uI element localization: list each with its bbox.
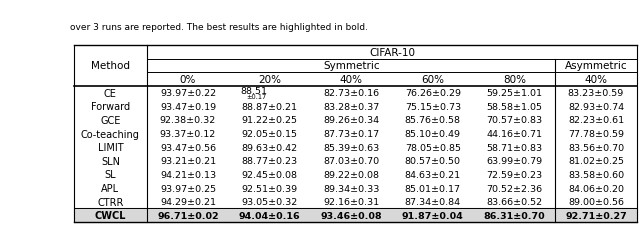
Text: 82.73±0.16: 82.73±0.16 [323, 89, 380, 98]
Text: 81.02±0.25: 81.02±0.25 [568, 157, 624, 166]
Text: SLN: SLN [101, 156, 120, 166]
Text: 89.00±0.56: 89.00±0.56 [568, 197, 624, 206]
Text: 92.05±0.15: 92.05±0.15 [242, 129, 298, 139]
Text: 91.87±0.04: 91.87±0.04 [402, 211, 463, 220]
Text: 84.06±0.20: 84.06±0.20 [568, 184, 624, 193]
Text: 76.26±0.29: 76.26±0.29 [405, 89, 461, 98]
Text: Method: Method [91, 61, 130, 71]
Text: CWCL: CWCL [95, 210, 126, 220]
Text: 84.63±0.21: 84.63±0.21 [404, 170, 461, 179]
Text: CE: CE [104, 88, 117, 98]
Text: GCE: GCE [100, 115, 120, 125]
Text: 94.29±0.21: 94.29±0.21 [160, 197, 216, 206]
Text: 94.04±0.16: 94.04±0.16 [239, 211, 300, 220]
Text: 83.56±0.70: 83.56±0.70 [568, 143, 624, 152]
Text: APL: APL [101, 183, 120, 193]
Text: 83.23±0.59: 83.23±0.59 [568, 89, 624, 98]
Text: CIFAR-10: CIFAR-10 [369, 48, 415, 57]
Text: 83.66±0.52: 83.66±0.52 [486, 197, 543, 206]
Text: 93.47±0.19: 93.47±0.19 [160, 102, 216, 111]
Text: 82.93±0.74: 82.93±0.74 [568, 102, 624, 111]
Text: over 3 runs are reported. The best results are highlighted in bold.: over 3 runs are reported. The best resul… [70, 23, 369, 32]
Text: 82.23±0.61: 82.23±0.61 [568, 116, 624, 125]
Text: 89.22±0.08: 89.22±0.08 [323, 170, 380, 179]
Text: 63.99±0.79: 63.99±0.79 [486, 157, 543, 166]
Text: 89.63±0.42: 89.63±0.42 [241, 143, 298, 152]
Text: 88.51: 88.51 [240, 87, 267, 96]
Text: 59.25±1.01: 59.25±1.01 [486, 89, 543, 98]
Text: 89.34±0.33: 89.34±0.33 [323, 184, 380, 193]
Text: 40%: 40% [584, 75, 607, 85]
Text: 78.05±0.85: 78.05±0.85 [405, 143, 461, 152]
Text: SL: SL [104, 170, 116, 180]
Text: 87.03±0.70: 87.03±0.70 [323, 157, 380, 166]
Text: 87.34±0.84: 87.34±0.84 [404, 197, 461, 206]
Text: 93.97±0.22: 93.97±0.22 [160, 89, 216, 98]
Text: LIMIT: LIMIT [97, 142, 124, 153]
Text: 85.01±0.17: 85.01±0.17 [405, 184, 461, 193]
Text: 92.16±0.31: 92.16±0.31 [323, 197, 380, 206]
Text: 70.57±0.83: 70.57±0.83 [486, 116, 543, 125]
Text: 80%: 80% [503, 75, 526, 85]
Text: 93.37±0.12: 93.37±0.12 [160, 129, 216, 139]
Text: 77.78±0.59: 77.78±0.59 [568, 129, 624, 139]
Text: 58.71±0.83: 58.71±0.83 [486, 143, 543, 152]
Text: 88.87±0.21: 88.87±0.21 [242, 102, 298, 111]
Text: 86.31±0.70: 86.31±0.70 [484, 211, 545, 220]
Text: Co-teaching: Co-teaching [81, 129, 140, 139]
Text: 75.15±0.73: 75.15±0.73 [404, 102, 461, 111]
Text: 60%: 60% [421, 75, 444, 85]
Text: ±0.17: ±0.17 [247, 93, 267, 99]
Text: 91.22±0.25: 91.22±0.25 [242, 116, 298, 125]
Text: 85.76±0.58: 85.76±0.58 [405, 116, 461, 125]
Text: 83.58±0.60: 83.58±0.60 [568, 170, 624, 179]
Text: 20%: 20% [258, 75, 281, 85]
Text: 92.51±0.39: 92.51±0.39 [241, 184, 298, 193]
Text: 72.59±0.23: 72.59±0.23 [486, 170, 543, 179]
Text: 89.26±0.34: 89.26±0.34 [323, 116, 380, 125]
Bar [74, 209, 637, 222]
Text: 92.45±0.08: 92.45±0.08 [242, 170, 298, 179]
Text: 92.38±0.32: 92.38±0.32 [160, 116, 216, 125]
Text: 85.39±0.63: 85.39±0.63 [323, 143, 380, 152]
Text: 93.05±0.32: 93.05±0.32 [241, 197, 298, 206]
Text: Forward: Forward [91, 102, 130, 112]
Text: 93.46±0.08: 93.46±0.08 [321, 211, 382, 220]
Text: 70.52±2.36: 70.52±2.36 [486, 184, 543, 193]
Text: Asymmetric: Asymmetric [564, 61, 627, 71]
Text: 93.21±0.21: 93.21±0.21 [160, 157, 216, 166]
Text: 58.58±1.05: 58.58±1.05 [486, 102, 543, 111]
Text: 96.71±0.02: 96.71±0.02 [157, 211, 219, 220]
Text: 93.97±0.25: 93.97±0.25 [160, 184, 216, 193]
Text: 93.47±0.56: 93.47±0.56 [160, 143, 216, 152]
Text: 40%: 40% [340, 75, 363, 85]
Text: 83.28±0.37: 83.28±0.37 [323, 102, 380, 111]
Text: 88.77±0.23: 88.77±0.23 [241, 157, 298, 166]
Text: 80.57±0.50: 80.57±0.50 [405, 157, 461, 166]
Text: 0%: 0% [180, 75, 196, 85]
Text: 92.71±0.27: 92.71±0.27 [565, 211, 627, 220]
Text: CTRR: CTRR [97, 197, 124, 207]
Text: 85.10±0.49: 85.10±0.49 [405, 129, 461, 139]
Text: 87.73±0.17: 87.73±0.17 [323, 129, 380, 139]
Text: Symmetric: Symmetric [323, 61, 380, 71]
Text: 94.21±0.13: 94.21±0.13 [160, 170, 216, 179]
Text: 44.16±0.71: 44.16±0.71 [486, 129, 543, 139]
